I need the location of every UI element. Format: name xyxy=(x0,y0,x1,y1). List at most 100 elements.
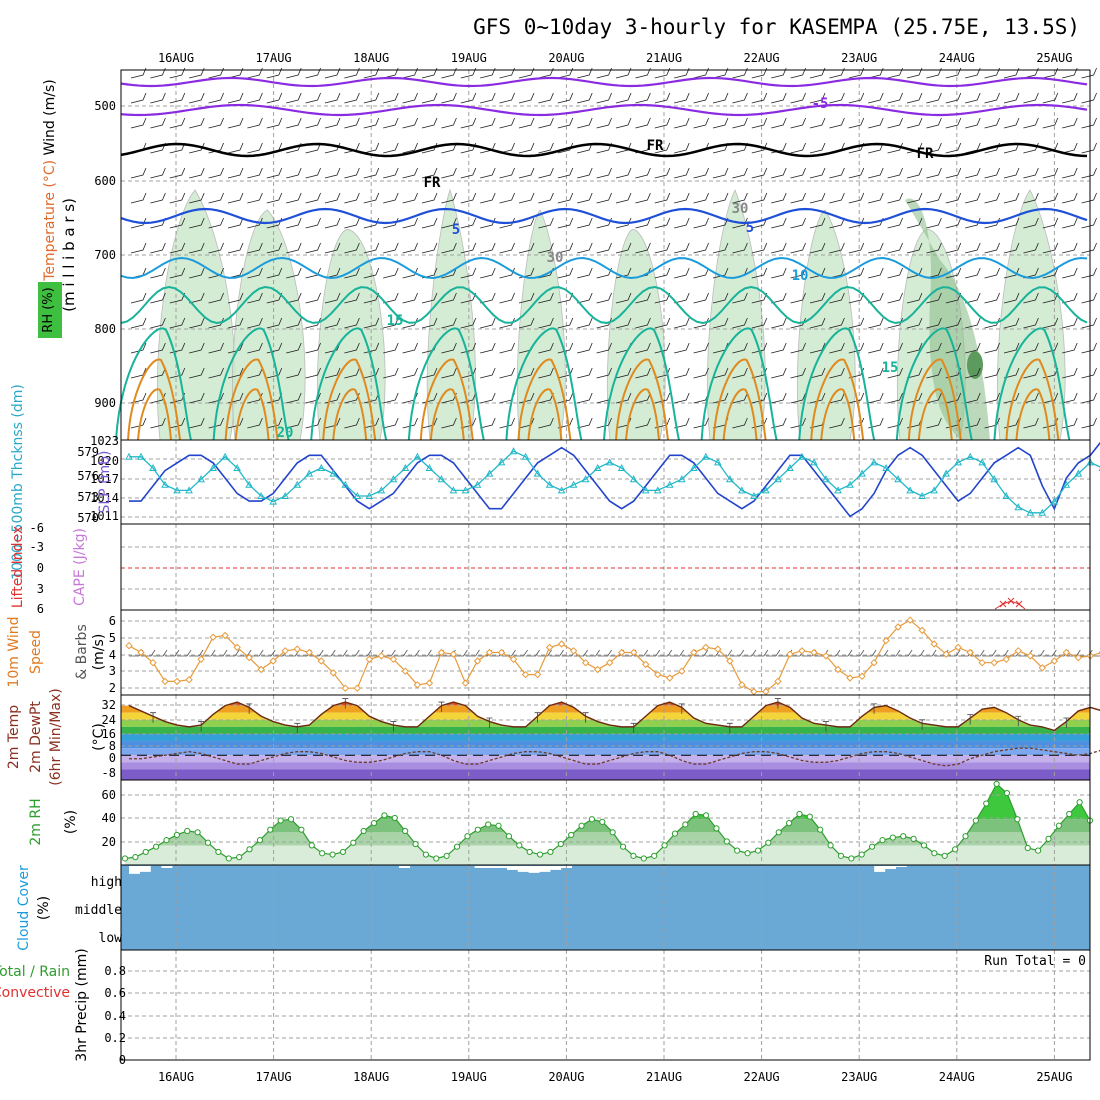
wind-barb xyxy=(577,342,593,354)
temp-minmax-bar xyxy=(390,721,397,732)
wind10m-label-2: Speed xyxy=(28,630,44,674)
slp-point xyxy=(1074,469,1083,477)
wind-barb xyxy=(868,192,884,204)
wind-barb xyxy=(1081,192,1097,204)
rh-line xyxy=(124,782,1091,860)
pressure-axis-label: (m i l l i b a r s) xyxy=(60,198,78,312)
temp-minmax-bar xyxy=(871,703,878,714)
slp-point xyxy=(1002,491,1011,499)
thickness-tick: 570 xyxy=(77,511,99,525)
wind-barb xyxy=(615,192,632,204)
slp-point xyxy=(1026,508,1035,516)
rh-point xyxy=(868,843,876,850)
slp-point xyxy=(221,452,229,460)
rh-point xyxy=(547,848,554,856)
wind-barb xyxy=(809,267,826,279)
wind-barb xyxy=(712,167,729,179)
wind-barb xyxy=(150,92,166,104)
rh-shade-core xyxy=(967,351,983,379)
rh-point xyxy=(443,852,450,859)
temp-contour-5 xyxy=(120,207,1088,225)
rh-point xyxy=(1066,810,1073,818)
wind-barb xyxy=(848,192,865,204)
wind-barb xyxy=(286,367,302,379)
wind-barb xyxy=(829,417,845,429)
wind-barb xyxy=(926,242,942,254)
wind-barb xyxy=(363,117,380,129)
wind-barb xyxy=(227,317,244,329)
wind-barb xyxy=(286,167,302,179)
rh-point xyxy=(184,827,191,835)
wind-barb xyxy=(441,117,457,129)
wind-barb xyxy=(402,342,418,354)
wind-barb xyxy=(441,417,457,429)
wind-barb xyxy=(712,392,729,404)
wind-barb xyxy=(1081,392,1097,404)
wind-barb xyxy=(247,267,263,279)
wind-barb-10m xyxy=(898,649,913,657)
wind-barb xyxy=(1081,217,1097,229)
dewpoint-line xyxy=(129,747,1100,767)
rh-point xyxy=(287,816,295,823)
contour-label: 15 xyxy=(882,360,899,376)
wind-speed-point xyxy=(545,643,554,652)
rh-point xyxy=(339,848,347,856)
rh-point xyxy=(568,831,575,839)
wind-barb xyxy=(732,292,748,304)
temp-minmax-bar xyxy=(1063,717,1070,729)
rh2m-label: 2m RH xyxy=(28,798,44,845)
cloud-level-label: middle xyxy=(75,903,122,918)
panel-frame xyxy=(120,439,1091,525)
wind-barb xyxy=(926,342,942,354)
slp-point xyxy=(581,475,590,483)
wind-barb xyxy=(305,167,321,179)
wind-barb xyxy=(712,242,729,254)
wind-barb xyxy=(732,417,748,429)
temp-tick: 32 xyxy=(102,698,116,712)
wind-barb-10m xyxy=(501,649,516,657)
slp-point xyxy=(1038,508,1047,516)
wind-barb xyxy=(460,267,477,279)
contour-label: 10 xyxy=(792,268,809,284)
wind-barb xyxy=(208,367,224,379)
wind-tick: 4 xyxy=(109,648,116,662)
rh-point xyxy=(889,834,896,841)
wind-barb xyxy=(615,167,632,179)
wind-barb xyxy=(189,142,205,154)
wind-barb xyxy=(208,417,224,429)
rh-point xyxy=(173,831,180,839)
wind-speed-point xyxy=(353,684,362,692)
wind-barb xyxy=(1081,67,1097,79)
wind-barb xyxy=(383,142,399,154)
wind-speed-point xyxy=(726,657,734,665)
wind-barb xyxy=(674,217,690,229)
upper-side-label: Temperature (°C) Wind (m/s) xyxy=(42,79,58,282)
wind-barb xyxy=(809,92,826,104)
wind-barb xyxy=(712,317,729,329)
wind-barb xyxy=(208,392,224,404)
high-cloud-bar xyxy=(129,866,140,874)
wind-barb xyxy=(324,167,341,179)
rh-point xyxy=(557,840,564,848)
wind-barb xyxy=(1023,167,1039,179)
wind-barb xyxy=(1003,142,1020,154)
wind-barb xyxy=(169,192,186,204)
wind-barb xyxy=(150,342,166,354)
wind-barb xyxy=(189,342,205,354)
slp-point xyxy=(125,452,133,460)
wind-barb xyxy=(441,142,457,154)
wind-barb xyxy=(965,92,981,104)
wind-barb xyxy=(344,292,360,304)
wind-barb xyxy=(751,192,768,204)
slp-point xyxy=(653,486,662,494)
wind-barb xyxy=(829,217,845,229)
wind-barb xyxy=(247,217,263,229)
temp-band xyxy=(121,762,1090,770)
wind-barb xyxy=(130,342,147,354)
pressure-tick: 900 xyxy=(94,396,116,410)
wind-barb-10m xyxy=(249,649,264,657)
temp-line xyxy=(128,701,1100,732)
rh-point xyxy=(609,829,616,836)
temp-contour-25 xyxy=(615,358,669,441)
wind-barb xyxy=(421,367,438,379)
